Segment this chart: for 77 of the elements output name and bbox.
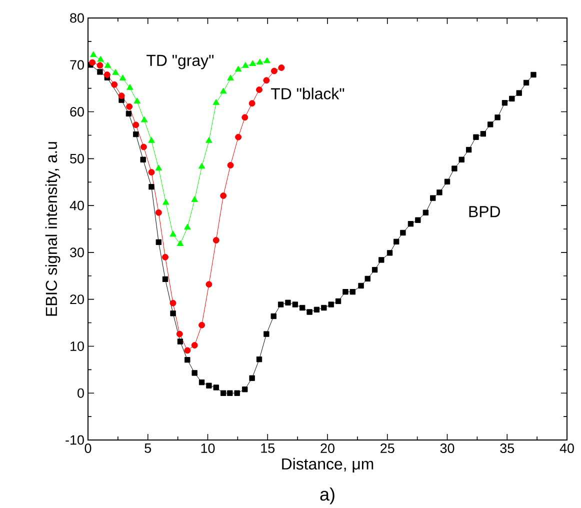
x-tick-label: 0 <box>84 444 92 454</box>
x-tick-label: 30 <box>440 444 454 454</box>
point <box>97 56 104 62</box>
x-tick-label: 20 <box>320 444 334 454</box>
x-tick-label: 25 <box>380 444 394 454</box>
point <box>256 58 264 65</box>
point <box>170 300 176 306</box>
point <box>126 84 134 90</box>
point <box>263 77 270 84</box>
point <box>234 66 242 72</box>
x-tick-label: 35 <box>500 444 514 454</box>
point <box>198 322 206 328</box>
point <box>155 164 162 171</box>
x-tick-label: 10 <box>201 444 215 454</box>
point <box>270 68 278 74</box>
y-tick-label: -10 <box>66 435 84 445</box>
text: a) <box>320 488 334 504</box>
x-tick-label: 15 <box>261 444 275 453</box>
point <box>162 254 168 260</box>
point <box>111 81 118 88</box>
point <box>212 99 220 105</box>
point <box>249 60 256 66</box>
y-tick-label: 10 <box>70 341 84 351</box>
point <box>155 209 162 216</box>
point <box>256 86 262 93</box>
point <box>206 137 212 143</box>
point <box>132 122 140 128</box>
point <box>126 103 133 110</box>
point <box>162 198 170 205</box>
point <box>278 64 285 71</box>
x-axis-title: Distance, μm <box>282 458 374 472</box>
point <box>191 196 198 202</box>
point <box>148 169 155 176</box>
x-tick-label: 40 <box>560 444 574 454</box>
point <box>118 92 125 100</box>
point <box>242 62 249 68</box>
point <box>176 240 184 246</box>
series-label: TD "gray" <box>146 54 214 70</box>
point <box>206 281 212 288</box>
point <box>264 57 270 64</box>
point <box>248 100 256 107</box>
point <box>242 114 248 121</box>
point <box>176 330 183 338</box>
y-tick-label: 30 <box>70 248 84 258</box>
x-tick-label: 5 <box>144 444 152 453</box>
point <box>220 88 227 94</box>
point <box>148 137 155 143</box>
point <box>184 224 191 230</box>
y-tick-label: 20 <box>70 294 84 304</box>
point <box>104 71 110 78</box>
point <box>235 134 242 140</box>
point <box>198 162 206 169</box>
y-tick-label: 70 <box>70 60 84 70</box>
series-label: BPD <box>469 206 500 218</box>
point <box>104 62 112 68</box>
point <box>227 74 234 81</box>
point <box>134 98 140 104</box>
point <box>212 237 220 244</box>
y-tick-label: 0 <box>78 388 84 398</box>
point <box>96 62 104 69</box>
series-label: TD "black" <box>270 88 344 100</box>
point <box>89 59 96 66</box>
point <box>140 144 147 150</box>
point <box>184 347 191 354</box>
point <box>140 116 148 122</box>
point <box>90 51 97 58</box>
y-tick-label: 60 <box>70 107 84 117</box>
y-axis-title: EBIC signal intensity, a.u <box>45 142 60 316</box>
y-tick-label: 80 <box>70 13 84 23</box>
y-tick-label: 50 <box>70 154 84 164</box>
point <box>119 74 126 81</box>
point <box>227 162 234 168</box>
point <box>220 192 227 199</box>
point <box>112 69 119 75</box>
y-tick-label: 40 <box>70 200 84 210</box>
point <box>170 230 176 237</box>
point <box>191 342 198 349</box>
